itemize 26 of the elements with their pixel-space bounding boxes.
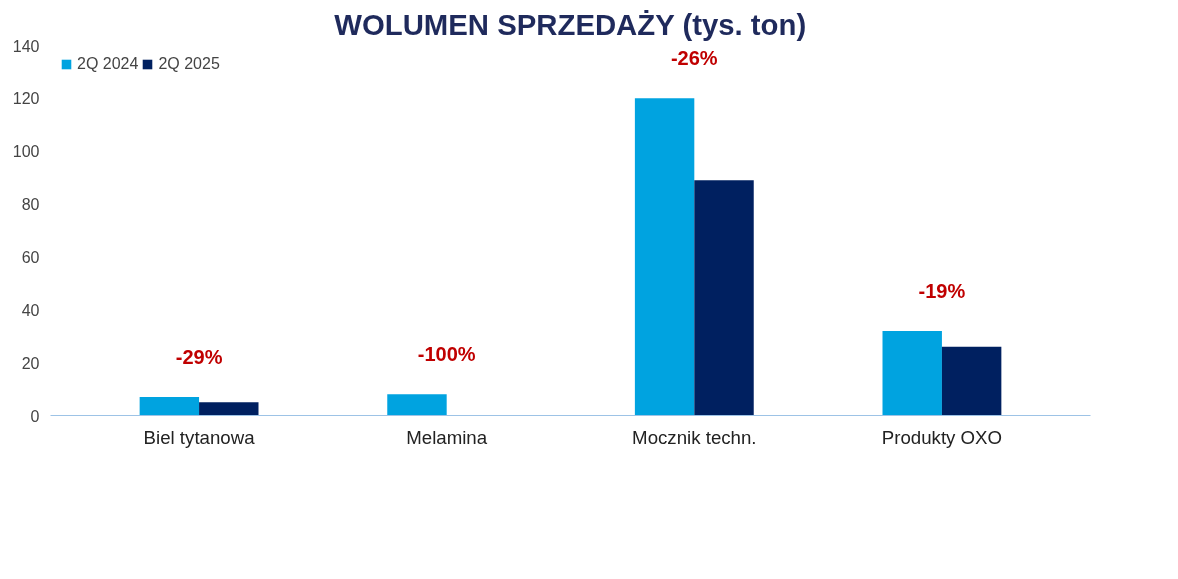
y-tick-label: 60 (21, 248, 40, 266)
bar (634, 98, 695, 416)
bar (387, 394, 447, 416)
bar (694, 180, 754, 416)
legend-label: 2Q 2024 (77, 55, 139, 73)
x-tick-label: Melamina (406, 426, 488, 448)
annotation: -29% (175, 346, 223, 368)
bar (882, 330, 942, 416)
chart-title: WOLUMEN SPRZEDAŻY (tys. ton) (334, 7, 807, 41)
annotation: -100% (417, 343, 476, 366)
bar (941, 346, 1002, 416)
bar (199, 402, 259, 416)
legend-label: 2Q 2025 (158, 55, 220, 73)
y-tick-label: 40 (21, 301, 40, 319)
y-tick-label: 120 (12, 90, 40, 108)
x-tick-label: Biel tytanowa (143, 426, 256, 448)
annotation: -19% (918, 279, 966, 302)
y-tick-label: 140 (12, 37, 40, 55)
y-tick-label: 80 (21, 196, 40, 214)
x-tick-label: Mocznik techn. (632, 426, 757, 448)
y-tick-label: 100 (12, 143, 40, 161)
annotation: -26% (670, 47, 718, 70)
bar (139, 397, 200, 416)
y-tick-label: 0 (30, 407, 40, 425)
x-tick-label: Produkty OXO (881, 426, 1003, 448)
y-tick-label: 20 (21, 354, 40, 372)
